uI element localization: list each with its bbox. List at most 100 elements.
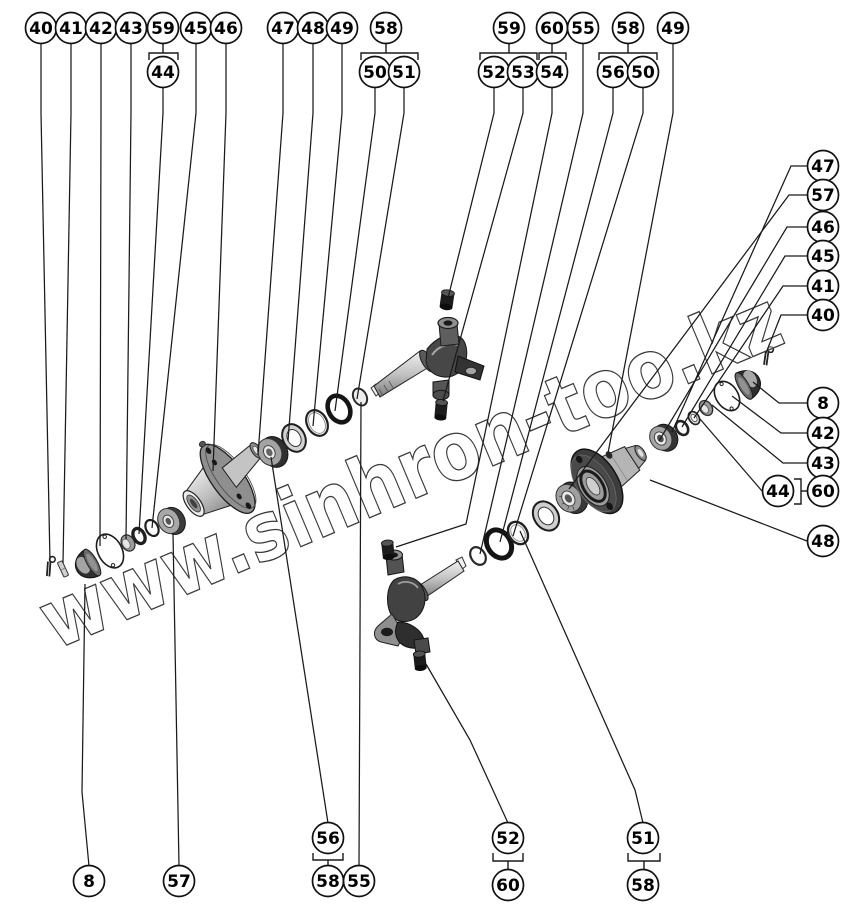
callout-8: 8: [72, 864, 106, 898]
callout-circle: [626, 868, 660, 902]
callout-circle: [311, 821, 345, 855]
callout-49: 49: [325, 11, 359, 45]
callout-42: 42: [84, 11, 118, 45]
seal-right: [531, 500, 561, 532]
leader-8-right: [752, 381, 807, 404]
leader-40-right: [765, 314, 807, 354]
callout-number: 48: [811, 532, 835, 552]
leader-40: [40, 44, 51, 563]
callout-number: 46: [811, 218, 835, 238]
ring-right-1: [469, 546, 487, 566]
callout-circle: [626, 821, 660, 855]
callout-8: 8: [806, 386, 840, 420]
callout-42: 42: [806, 416, 840, 450]
callout-44: 44: [146, 55, 180, 89]
callout-number: 45: [811, 247, 835, 267]
ring-right-2: [483, 527, 515, 561]
washer-left-1: [131, 526, 147, 546]
callout-number: 60: [540, 19, 564, 39]
cap-nut-lower-top: [380, 539, 395, 561]
callout-59: 59: [492, 11, 526, 45]
callout-55: 55: [342, 864, 376, 898]
ring-left-2: [325, 393, 353, 425]
wheel-hub-right: [570, 444, 647, 515]
callout-54: 54: [535, 55, 569, 89]
leader-51-bottom: [519, 530, 644, 824]
callout-circle: [162, 864, 196, 898]
callout-43: 43: [114, 11, 148, 45]
callout-number: 59: [151, 19, 175, 39]
callout-number: 52: [496, 829, 520, 849]
washer-left-2: [144, 518, 160, 538]
leader-46: [212, 44, 227, 472]
leader-41: [62, 44, 72, 564]
cap-nut-upper-bottom: [434, 399, 449, 421]
ring-left-3: [351, 387, 369, 407]
callout-number: 59: [497, 19, 521, 39]
callout-51: 51: [387, 55, 421, 89]
steering-knuckle-lower: [373, 549, 467, 655]
callout-number: 40: [811, 306, 835, 326]
callout-circle: [325, 11, 359, 45]
callout-53: 53: [506, 55, 540, 89]
leader-52-bottom: [425, 663, 509, 824]
callout-40: 40: [806, 298, 840, 332]
callout-circle: [491, 821, 525, 855]
callout-50: 50: [626, 55, 660, 89]
callout-number: 42: [89, 19, 113, 39]
callout-41: 41: [54, 11, 88, 45]
leader-42: [99, 44, 102, 547]
leader-43: [125, 44, 132, 540]
callout-58: 58: [611, 11, 645, 45]
callout-number: 56: [316, 829, 340, 849]
leader-lines-layer: [40, 44, 808, 867]
callout-number: 45: [184, 19, 208, 39]
leader-43-right: [711, 404, 807, 464]
callout-60: 60: [535, 11, 569, 45]
callout-56: 56: [596, 55, 630, 89]
group-brackets-layer: [148, 44, 807, 871]
steering-knuckle-upper: [370, 316, 485, 401]
callout-number: 40: [29, 19, 53, 39]
callout-circle: [626, 55, 660, 89]
leader-55-bottom: [358, 401, 362, 867]
callout-circle: [611, 11, 645, 45]
callout-circle: [491, 868, 525, 902]
parts-layer: [45, 289, 775, 672]
dust-cap-right: [734, 370, 761, 400]
leader-57-right: [568, 194, 807, 490]
leader-56-bottom: [270, 456, 329, 824]
callout-number: 48: [301, 19, 325, 39]
callout-circle: [566, 11, 600, 45]
leader-49: [312, 44, 343, 427]
callout-number: 43: [119, 19, 143, 39]
callout-57: 57: [162, 864, 196, 898]
washer-right-1: [674, 419, 690, 437]
callout-circle: [342, 864, 376, 898]
outer-bearing-left: [257, 436, 289, 468]
callout-40: 40: [24, 11, 58, 45]
seal-left: [281, 423, 307, 453]
group-44-60-right: [794, 478, 802, 505]
leader-48-right: [649, 479, 808, 542]
callout-46: 46: [806, 210, 840, 244]
leader-51: [356, 88, 405, 400]
callout-number: 56: [601, 63, 625, 83]
callout-number: 51: [631, 829, 655, 849]
callout-57: 57: [806, 178, 840, 212]
callout-number: 57: [167, 872, 191, 892]
callout-number: 55: [347, 872, 371, 892]
cap-nut-lower-bottom: [412, 650, 427, 672]
callout-circle: [72, 864, 106, 898]
callout-number: 49: [330, 19, 354, 39]
callout-44: 44: [761, 474, 795, 508]
spindle-key-left: [57, 560, 69, 578]
leader-55: [479, 44, 584, 555]
ring-left-1: [305, 409, 329, 437]
callout-number: 8: [83, 872, 95, 892]
ring-right-3: [506, 520, 530, 546]
wheel-stud: [605, 451, 613, 459]
leader-50: [334, 88, 376, 412]
leader-56: [499, 88, 614, 543]
